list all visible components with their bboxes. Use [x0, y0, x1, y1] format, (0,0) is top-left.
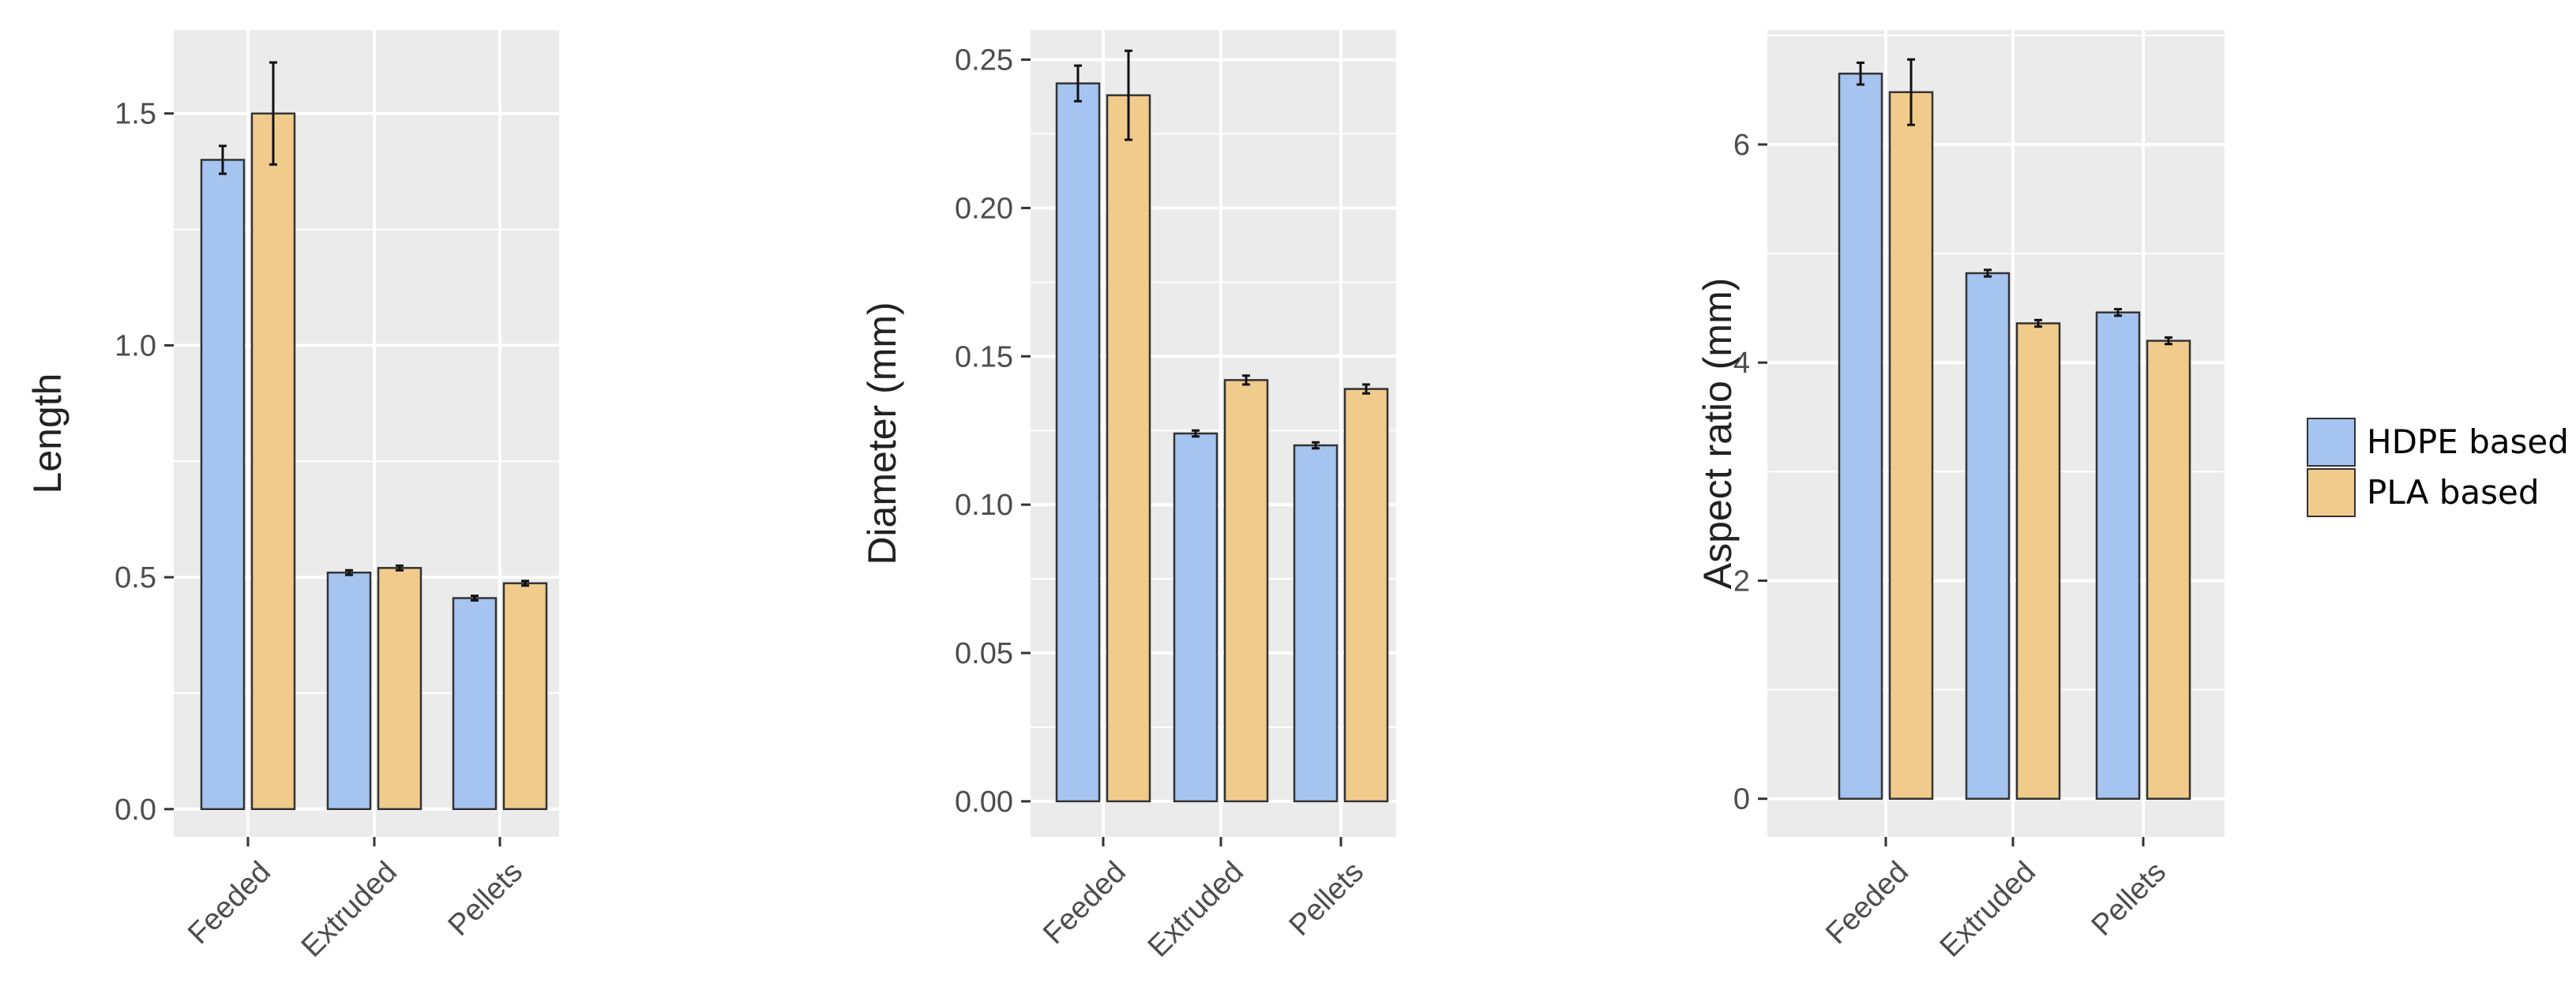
- legend-label-hdpe: HDPE based: [2367, 422, 2569, 461]
- y-tick-label: 0.00: [955, 786, 1013, 819]
- x-tick-label: Pellets: [2086, 855, 2172, 942]
- y-tick-label: 0: [1733, 783, 1750, 816]
- x-tick-label: Pellets: [1283, 855, 1370, 942]
- bar-hdpe-based: [1173, 432, 1219, 803]
- bar-pla-based: [250, 112, 296, 811]
- bar-hdpe-based: [1838, 72, 1883, 800]
- bar-pla-based: [502, 582, 548, 811]
- x-tick-label: Extruded: [1934, 855, 2042, 963]
- bar-hdpe-based: [200, 159, 246, 811]
- bar-hdpe-based: [1293, 444, 1339, 803]
- y-tick-label: 0.25: [955, 44, 1013, 77]
- x-tick-label: Feeded: [1037, 855, 1132, 951]
- x-tick-label: Feeded: [1819, 855, 1915, 951]
- y-tick-label: 0.5: [115, 561, 156, 595]
- bar-hdpe-based: [326, 571, 372, 811]
- bar-pla-based: [1223, 379, 1269, 803]
- legend-swatch-hdpe: [2307, 418, 2356, 467]
- x-tick-label: Extruded: [295, 855, 404, 963]
- y-tick-label: 6: [1733, 129, 1750, 162]
- x-tick-label: Extruded: [1142, 855, 1250, 963]
- bar-hdpe-based: [452, 597, 498, 811]
- x-tick-label: Pellets: [442, 855, 529, 942]
- legend: HDPE based PLA based: [2307, 418, 2569, 517]
- bar-pla-based: [1106, 94, 1151, 803]
- bar-pla-based: [1343, 388, 1389, 803]
- legend-label-pla: PLA based: [2367, 473, 2540, 512]
- y-tick-label: 1.0: [115, 329, 156, 362]
- y-tick-label: 4: [1733, 347, 1750, 380]
- y-axis-title: Diameter (mm): [860, 302, 904, 565]
- legend-swatch-pla: [2307, 468, 2356, 517]
- bar-pla-based: [1888, 91, 1934, 800]
- bar-pla-based: [2146, 340, 2191, 800]
- chart-panel-3: 0 2 4 6 Feeded Extruded Pellets Aspect ratio (m…: [1695, 30, 2225, 964]
- bar-pla-based: [2015, 322, 2061, 800]
- y-tick-label: 0.10: [955, 489, 1013, 522]
- chart-panel-1: 0.0 0.5 1.0 1.5 Feeded Extruded Pellets Length: [25, 30, 559, 964]
- bar-pla-based: [377, 567, 422, 811]
- y-tick-label: 0.0: [115, 794, 156, 827]
- y-axis-title: Aspect ratio (mm): [1695, 278, 1740, 590]
- y-tick-label: 2: [1733, 565, 1750, 598]
- chart-panel-2: 0.00 0.05 0.10 0.15 0.20 0.25 Feeded Extruded Pe…: [860, 30, 1396, 964]
- bar-hdpe-based: [2095, 311, 2141, 800]
- bar-hdpe-based: [1965, 272, 2011, 800]
- y-tick-label: 0.20: [955, 192, 1013, 225]
- y-tick-label: 0.05: [955, 637, 1013, 670]
- x-tick-label: Feeded: [182, 855, 277, 951]
- y-axis-title: Length: [25, 373, 69, 494]
- bar-hdpe-based: [1055, 82, 1101, 803]
- y-tick-label: 0.15: [955, 340, 1013, 373]
- y-tick-label: 1.5: [115, 98, 156, 131]
